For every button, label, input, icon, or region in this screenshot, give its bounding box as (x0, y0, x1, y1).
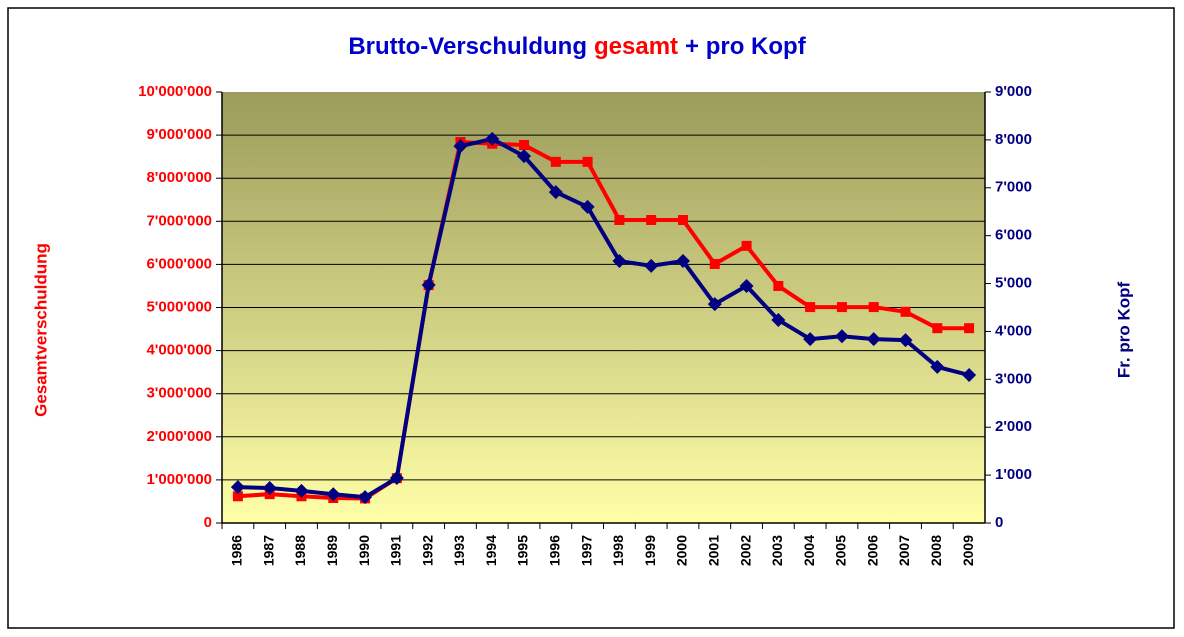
x-tick-label: 2008 (928, 535, 944, 566)
y2-tick-label: 5'000 (995, 275, 1032, 292)
marker (389, 470, 404, 485)
marker (771, 312, 786, 327)
x-tick-label: 1995 (515, 535, 531, 566)
x-tick-label: 2001 (705, 535, 721, 566)
y2-tick-label: 4'000 (995, 322, 1032, 339)
marker (677, 215, 688, 226)
y-tick-label: 2'000'000 (146, 428, 212, 445)
marker (614, 215, 625, 226)
y-tick-label: 7'000'000 (146, 212, 212, 229)
y-tick-label: 0 (204, 514, 212, 531)
x-tick-label: 2000 (674, 535, 690, 566)
x-tick-label: 1992 (419, 535, 435, 566)
marker (517, 149, 532, 164)
title-part: Brutto-Verschuldung (348, 33, 587, 60)
marker (453, 139, 468, 154)
marker (580, 199, 595, 214)
marker (612, 254, 627, 269)
marker (805, 302, 816, 313)
x-tick-label: 1993 (451, 535, 467, 566)
marker (962, 368, 977, 383)
y-axis-title: Gesamtverschuldung (31, 243, 50, 417)
marker (709, 258, 720, 269)
marker (294, 483, 309, 498)
x-tick-label: 1986 (229, 535, 245, 566)
marker (868, 302, 879, 313)
marker (900, 306, 911, 317)
marker (773, 280, 784, 291)
x-tick-label: 2009 (960, 535, 976, 566)
y-tick-label: 6'000'000 (146, 255, 212, 272)
marker (866, 332, 881, 347)
x-tick-label: 1997 (578, 535, 594, 566)
x-tick-label: 1998 (610, 535, 626, 566)
y2-tick-label: 6'000 (995, 227, 1032, 244)
y2-axis-title: Fr. pro Kopf (1114, 282, 1133, 379)
y-tick-label: 9'000'000 (146, 126, 212, 143)
y2-tick-label: 3'000 (995, 370, 1032, 387)
marker (548, 185, 563, 200)
y-tick-label: 8'000'000 (146, 169, 212, 186)
x-tick-label: 2004 (801, 535, 817, 566)
x-tick-label: 1999 (642, 535, 658, 566)
y2-tick-label: 0 (995, 514, 1003, 531)
y-tick-label: 4'000'000 (146, 342, 212, 359)
marker (930, 359, 945, 374)
x-tick-label: 2003 (769, 535, 785, 566)
marker (421, 277, 436, 292)
marker (646, 215, 657, 226)
y-tick-label: 5'000'000 (146, 298, 212, 315)
marker (741, 240, 752, 251)
chart-title: Brutto-Verschuldung gesamt + pro Kopf (348, 33, 806, 60)
marker (519, 140, 530, 151)
y-tick-label: 1'000'000 (146, 471, 212, 488)
x-tick-label: 2005 (833, 535, 849, 566)
marker (326, 487, 341, 502)
marker (262, 481, 277, 496)
marker (932, 323, 943, 334)
y-tick-label: 3'000'000 (146, 385, 212, 402)
marker (834, 329, 849, 344)
marker (964, 323, 975, 334)
title-part: gesamt (594, 33, 678, 60)
marker (582, 156, 593, 167)
marker (803, 332, 818, 347)
x-tick-label: 2007 (896, 535, 912, 566)
y2-tick-label: 2'000 (995, 418, 1032, 435)
marker (485, 131, 500, 146)
x-tick-label: 1990 (356, 535, 372, 566)
y2-tick-label: 1'000 (995, 466, 1032, 483)
marker (550, 156, 561, 167)
marker (707, 297, 722, 312)
x-tick-label: 2006 (864, 535, 880, 566)
x-tick-label: 1991 (388, 535, 404, 566)
marker (739, 278, 754, 293)
x-tick-label: 1988 (292, 535, 308, 566)
y-tick-label: 10'000'000 (138, 83, 212, 100)
x-tick-label: 1994 (483, 535, 499, 566)
x-tick-label: 2002 (737, 535, 753, 566)
x-tick-label: 1996 (547, 535, 563, 566)
marker (836, 302, 847, 313)
y2-tick-label: 7'000 (995, 179, 1032, 196)
marker (898, 333, 913, 348)
marker (644, 258, 659, 273)
x-tick-label: 1987 (260, 535, 276, 566)
marker (232, 491, 243, 502)
x-tick-label: 1989 (324, 535, 340, 566)
marker (675, 254, 690, 269)
marker (358, 490, 373, 505)
y2-tick-label: 8'000 (995, 131, 1032, 148)
title-part: + pro Kopf (685, 33, 807, 60)
y2-tick-label: 9'000 (995, 83, 1032, 100)
marker (230, 480, 245, 495)
